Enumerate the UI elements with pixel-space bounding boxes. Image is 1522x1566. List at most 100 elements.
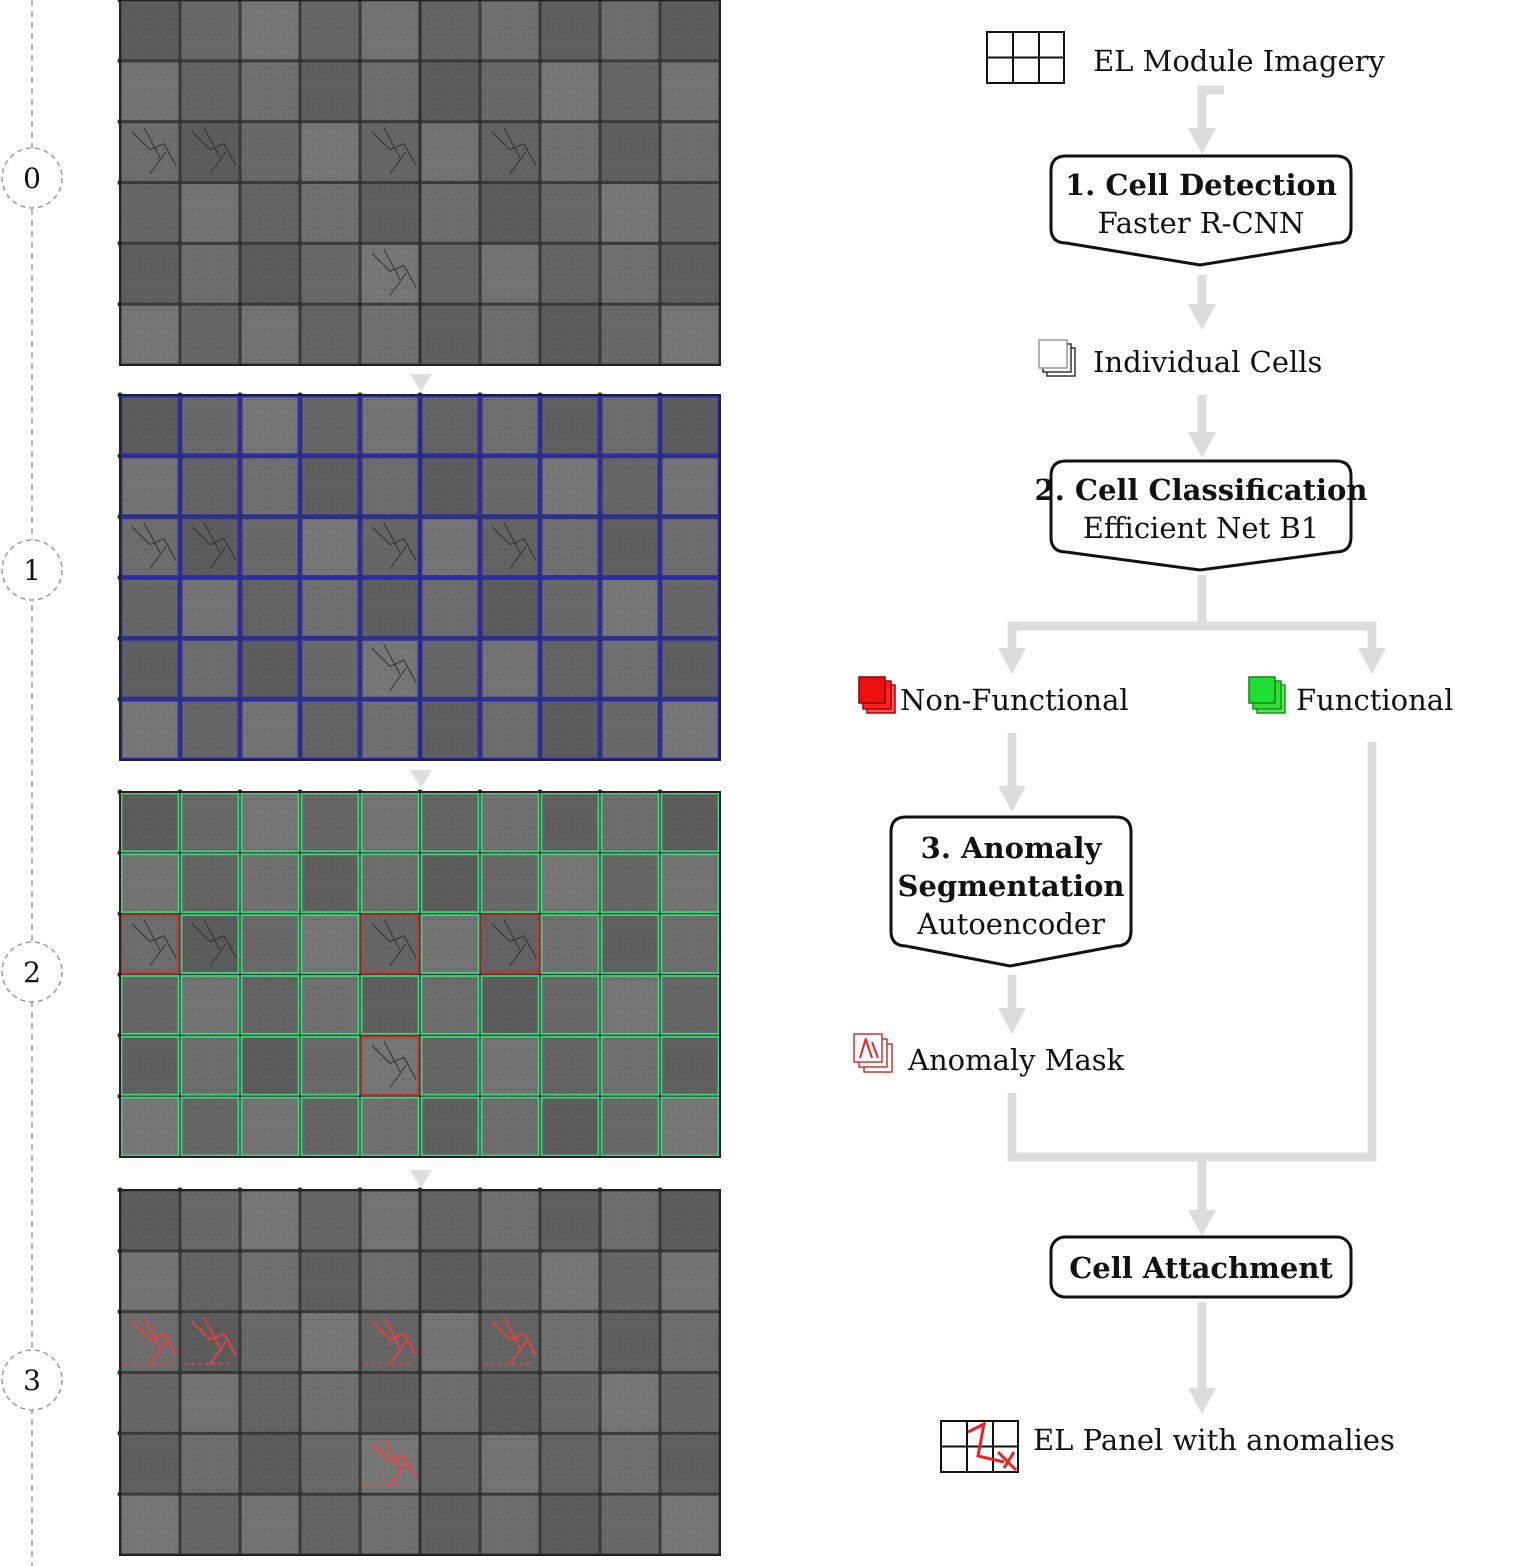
arrow-split-right bbox=[1202, 621, 1377, 652]
cell-box bbox=[120, 975, 180, 1035]
cell-box bbox=[600, 395, 660, 456]
cell-box bbox=[540, 853, 600, 914]
cell-box bbox=[240, 975, 300, 1035]
cell-box bbox=[660, 1096, 720, 1157]
cell-box bbox=[480, 975, 540, 1035]
cell-box bbox=[300, 914, 360, 974]
cell-box bbox=[300, 699, 360, 760]
output-label: EL Panel with anomalies bbox=[1033, 1423, 1395, 1457]
step-marker-3: 3 bbox=[1, 1349, 63, 1411]
cell-box bbox=[660, 395, 720, 456]
cell-box bbox=[540, 914, 600, 974]
panel-anomalies-icon bbox=[940, 1420, 1019, 1473]
cell-box bbox=[420, 1035, 480, 1096]
segmentation-method: Autoencoder bbox=[916, 907, 1105, 941]
step-label: 2 bbox=[23, 956, 41, 989]
mask-node: Anomaly Mask bbox=[853, 1033, 1125, 1077]
cell-box bbox=[660, 578, 720, 638]
cell-box bbox=[120, 792, 180, 853]
cell-box bbox=[420, 792, 480, 853]
attachment-title: Cell Attachment bbox=[1069, 1251, 1333, 1285]
cell-box bbox=[540, 699, 600, 760]
cell-box bbox=[600, 638, 660, 699]
cell-box bbox=[300, 975, 360, 1035]
classification-title: 2. Cell Classification bbox=[1035, 473, 1368, 507]
cell-box bbox=[120, 699, 180, 760]
cell-box bbox=[420, 517, 480, 577]
cell-box bbox=[660, 792, 720, 853]
cell-box bbox=[300, 395, 360, 456]
nonfunctional-label: Non-Functional bbox=[900, 683, 1129, 717]
cell-box bbox=[480, 456, 540, 517]
classification-method: Efficient Net B1 bbox=[1083, 511, 1319, 545]
cell-box bbox=[480, 1035, 540, 1096]
cell-box bbox=[360, 395, 420, 456]
cell-box bbox=[240, 1035, 300, 1096]
cell-box bbox=[180, 914, 240, 974]
cell-box bbox=[120, 395, 180, 456]
cell-box bbox=[120, 1096, 180, 1157]
mask-label: Anomaly Mask bbox=[907, 1043, 1125, 1077]
cell-box bbox=[240, 578, 300, 638]
cell-box bbox=[540, 975, 600, 1035]
cell-box bbox=[540, 395, 600, 456]
cell-box bbox=[120, 638, 180, 699]
detection-title: 1. Cell Detection bbox=[1065, 168, 1337, 202]
cell-box bbox=[360, 853, 420, 914]
cell-box bbox=[120, 853, 180, 914]
input-label: EL Module Imagery bbox=[1093, 44, 1386, 78]
cell-box bbox=[360, 914, 420, 974]
cell-box bbox=[480, 395, 540, 456]
cell-box bbox=[600, 1096, 660, 1157]
detection-method: Faster R-CNN bbox=[1098, 206, 1305, 240]
cell-box bbox=[180, 853, 240, 914]
cell-box bbox=[480, 638, 540, 699]
cell-box bbox=[300, 853, 360, 914]
classification-box: 2. Cell Classification Efficient Net B1 bbox=[1035, 459, 1368, 572]
cell-box bbox=[600, 517, 660, 577]
cell-box bbox=[540, 1035, 600, 1096]
cell-box bbox=[420, 699, 480, 760]
cell-box bbox=[360, 578, 420, 638]
cell-box bbox=[660, 1035, 720, 1096]
cell-box bbox=[240, 853, 300, 914]
cell-box bbox=[180, 638, 240, 699]
panel-step-3 bbox=[117, 1187, 721, 1556]
arrow-head bbox=[998, 648, 1026, 674]
cell-box bbox=[300, 638, 360, 699]
step-marker-2: 2 bbox=[1, 941, 63, 1003]
cell-box bbox=[480, 1096, 540, 1157]
cell-box bbox=[180, 578, 240, 638]
cell-box bbox=[180, 456, 240, 517]
arrow-head bbox=[998, 1008, 1026, 1034]
cell-box bbox=[660, 638, 720, 699]
cell-box bbox=[120, 914, 180, 974]
cell-box bbox=[240, 792, 300, 853]
red-cells-icon bbox=[858, 676, 896, 714]
arrow-head bbox=[1188, 304, 1216, 330]
segmentation-title-line1: 3. Anomaly bbox=[921, 831, 1103, 865]
cell-box bbox=[600, 975, 660, 1035]
functional-node: Functional bbox=[1248, 676, 1453, 717]
arrow-head bbox=[1358, 648, 1386, 674]
step-label: 3 bbox=[23, 1364, 41, 1397]
stacked-cells-icon bbox=[1038, 339, 1076, 377]
cell-box bbox=[660, 914, 720, 974]
cell-box bbox=[480, 578, 540, 638]
cell-box bbox=[360, 638, 420, 699]
cell-box bbox=[240, 456, 300, 517]
cell-box bbox=[660, 517, 720, 577]
cell-box bbox=[180, 792, 240, 853]
cell-box bbox=[660, 456, 720, 517]
cell-box bbox=[300, 792, 360, 853]
flow-arrows bbox=[998, 85, 1386, 1414]
arrow-head bbox=[1188, 1210, 1216, 1236]
cell-box bbox=[480, 853, 540, 914]
anomaly-mask-icon bbox=[853, 1033, 893, 1073]
cell-box bbox=[240, 395, 300, 456]
panel-step-0 bbox=[117, 0, 721, 366]
cell-box bbox=[300, 456, 360, 517]
cell-box bbox=[540, 1096, 600, 1157]
cell-box bbox=[240, 517, 300, 577]
